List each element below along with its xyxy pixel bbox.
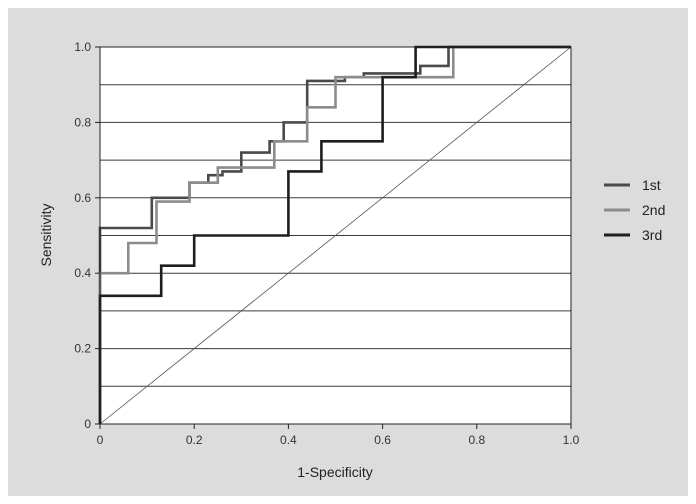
series-lines <box>98 45 571 424</box>
x-tick-label-2: 0.4 <box>280 433 297 447</box>
legend: 1st 2nd 3rd <box>604 177 665 243</box>
x-tick-label-3: 0.6 <box>374 433 391 447</box>
y-tick-label-4: 0.8 <box>74 115 91 129</box>
gridlines <box>100 84 571 387</box>
x-ticks: 0 0.2 0.4 0.6 0.8 1.0 <box>97 424 580 447</box>
x-tick-label-5: 1.0 <box>563 433 580 447</box>
x-tick-label-1: 0.2 <box>186 433 203 447</box>
chart-panel: 0 0.2 0.4 0.6 0.8 1.0 0 0.2 0.4 0.6 0.8 1.0 1-Spec… <box>8 8 688 496</box>
y-tick-label-5: 1.0 <box>74 40 91 54</box>
legend-label-3rd: 3rd <box>642 227 662 243</box>
legend-item-2nd: 2nd <box>604 202 665 218</box>
legend-item-1st: 1st <box>604 177 661 193</box>
legend-label-2nd: 2nd <box>642 202 665 218</box>
y-axis-title: Sensitivity <box>38 203 54 266</box>
legend-label-1st: 1st <box>642 177 661 193</box>
x-tick-label-0: 0 <box>97 433 104 447</box>
y-tick-label-2: 0.4 <box>74 266 91 280</box>
x-tick-label-4: 0.8 <box>468 433 485 447</box>
y-tick-label-0: 0 <box>84 417 91 431</box>
roc-chart: 0 0.2 0.4 0.6 0.8 1.0 0 0.2 0.4 0.6 0.8 1.0 1-Spec… <box>38 40 665 480</box>
plot-border <box>99 46 572 425</box>
series-line-2nd <box>98 45 571 424</box>
y-ticks: 0 0.2 0.4 0.6 0.8 1.0 <box>74 40 100 431</box>
series-line-3rd <box>98 45 571 424</box>
y-tick-label-3: 0.6 <box>74 191 91 205</box>
reference-diagonal <box>99 46 572 425</box>
legend-item-3rd: 3rd <box>604 227 662 243</box>
x-axis-title: 1-Specificity <box>297 464 372 480</box>
y-tick-label-1: 0.2 <box>74 342 91 356</box>
